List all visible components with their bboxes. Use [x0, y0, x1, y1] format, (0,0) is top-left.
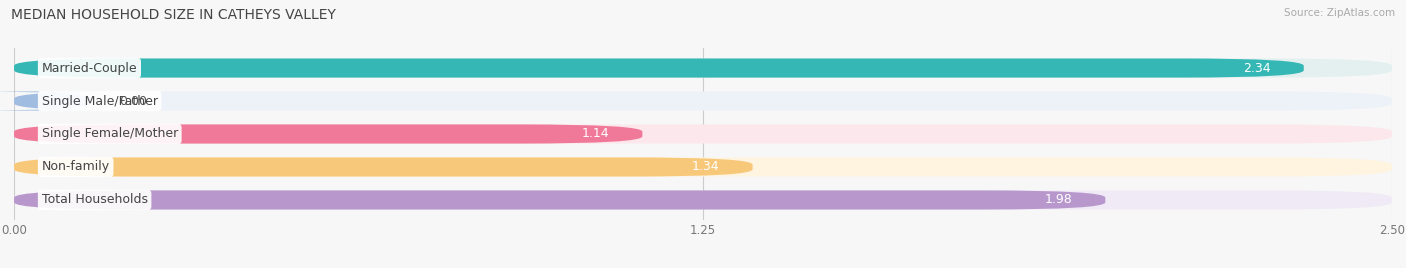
- FancyBboxPatch shape: [14, 58, 1303, 78]
- Text: Total Households: Total Households: [42, 193, 148, 206]
- FancyBboxPatch shape: [14, 157, 1392, 177]
- FancyBboxPatch shape: [14, 190, 1392, 210]
- Text: 2.34: 2.34: [1243, 62, 1271, 75]
- Text: Single Male/Father: Single Male/Father: [42, 95, 157, 107]
- Text: 0.00: 0.00: [118, 95, 146, 107]
- Text: MEDIAN HOUSEHOLD SIZE IN CATHEYS VALLEY: MEDIAN HOUSEHOLD SIZE IN CATHEYS VALLEY: [11, 8, 336, 22]
- FancyBboxPatch shape: [14, 124, 1392, 144]
- FancyBboxPatch shape: [14, 124, 643, 144]
- FancyBboxPatch shape: [14, 58, 1392, 78]
- Text: 1.34: 1.34: [692, 161, 720, 173]
- FancyBboxPatch shape: [0, 91, 135, 111]
- Text: 1.14: 1.14: [582, 128, 609, 140]
- Text: Non-family: Non-family: [42, 161, 110, 173]
- FancyBboxPatch shape: [14, 190, 1105, 210]
- Text: Married-Couple: Married-Couple: [42, 62, 138, 75]
- Text: Source: ZipAtlas.com: Source: ZipAtlas.com: [1284, 8, 1395, 18]
- FancyBboxPatch shape: [14, 91, 1392, 111]
- FancyBboxPatch shape: [14, 157, 752, 177]
- Text: 1.98: 1.98: [1045, 193, 1073, 206]
- Text: Single Female/Mother: Single Female/Mother: [42, 128, 179, 140]
